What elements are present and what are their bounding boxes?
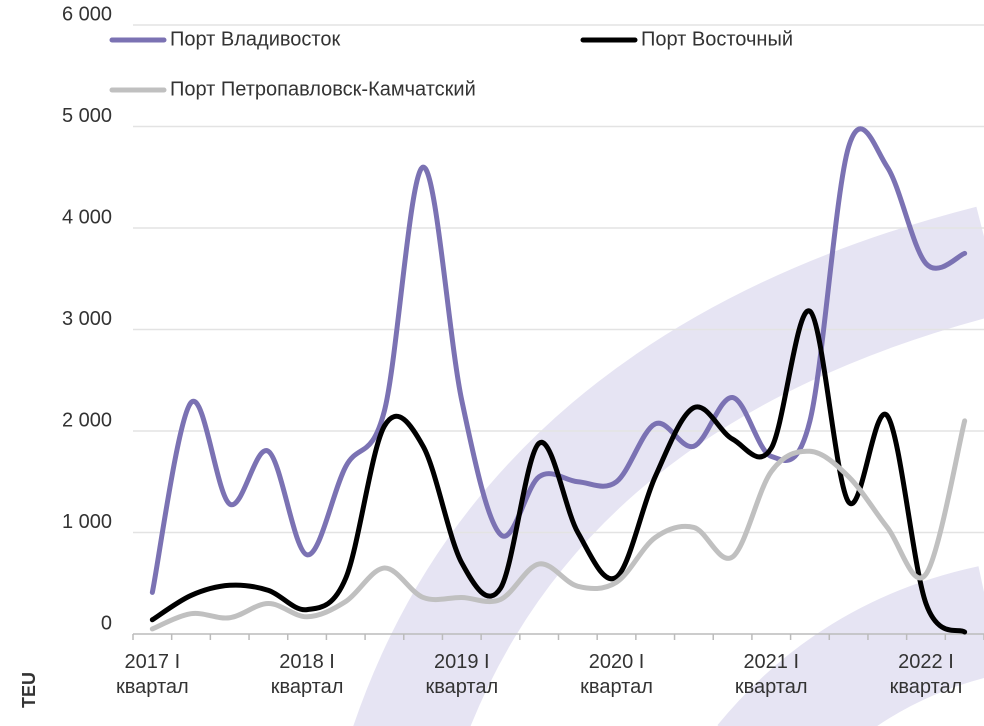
series-line [149,308,968,635]
y-tick-label: 5 000 [62,105,112,127]
series-line [149,418,968,632]
decor-arc [353,206,984,726]
legend-label: Порт Владивосток [170,28,340,50]
x-tick-label: 2018 I квартал [270,651,344,698]
legend-label: Порт Восточный [641,28,793,50]
y-axis-label: TEU [19,672,39,708]
y-tick-label: 0 [101,612,112,634]
legend-label: Порт Петропавловск-Камчатский [170,78,476,100]
x-tick-label: 2019 I квартал [425,651,499,698]
x-tick-label: 2017 I квартал [115,651,189,698]
x-tick-label: 2020 I квартал [580,651,653,698]
y-tick-label: 2 000 [62,409,112,431]
x-tick-label: 2021 I квартал [734,651,808,698]
y-tick-label: 1 000 [62,511,112,533]
x-tick-label: 2022 I квартал [889,651,963,698]
y-tick-label: 3 000 [62,308,112,330]
series-line [149,126,968,595]
y-tick-label: 6 000 [62,3,112,25]
y-tick-label: 4 000 [62,206,112,228]
